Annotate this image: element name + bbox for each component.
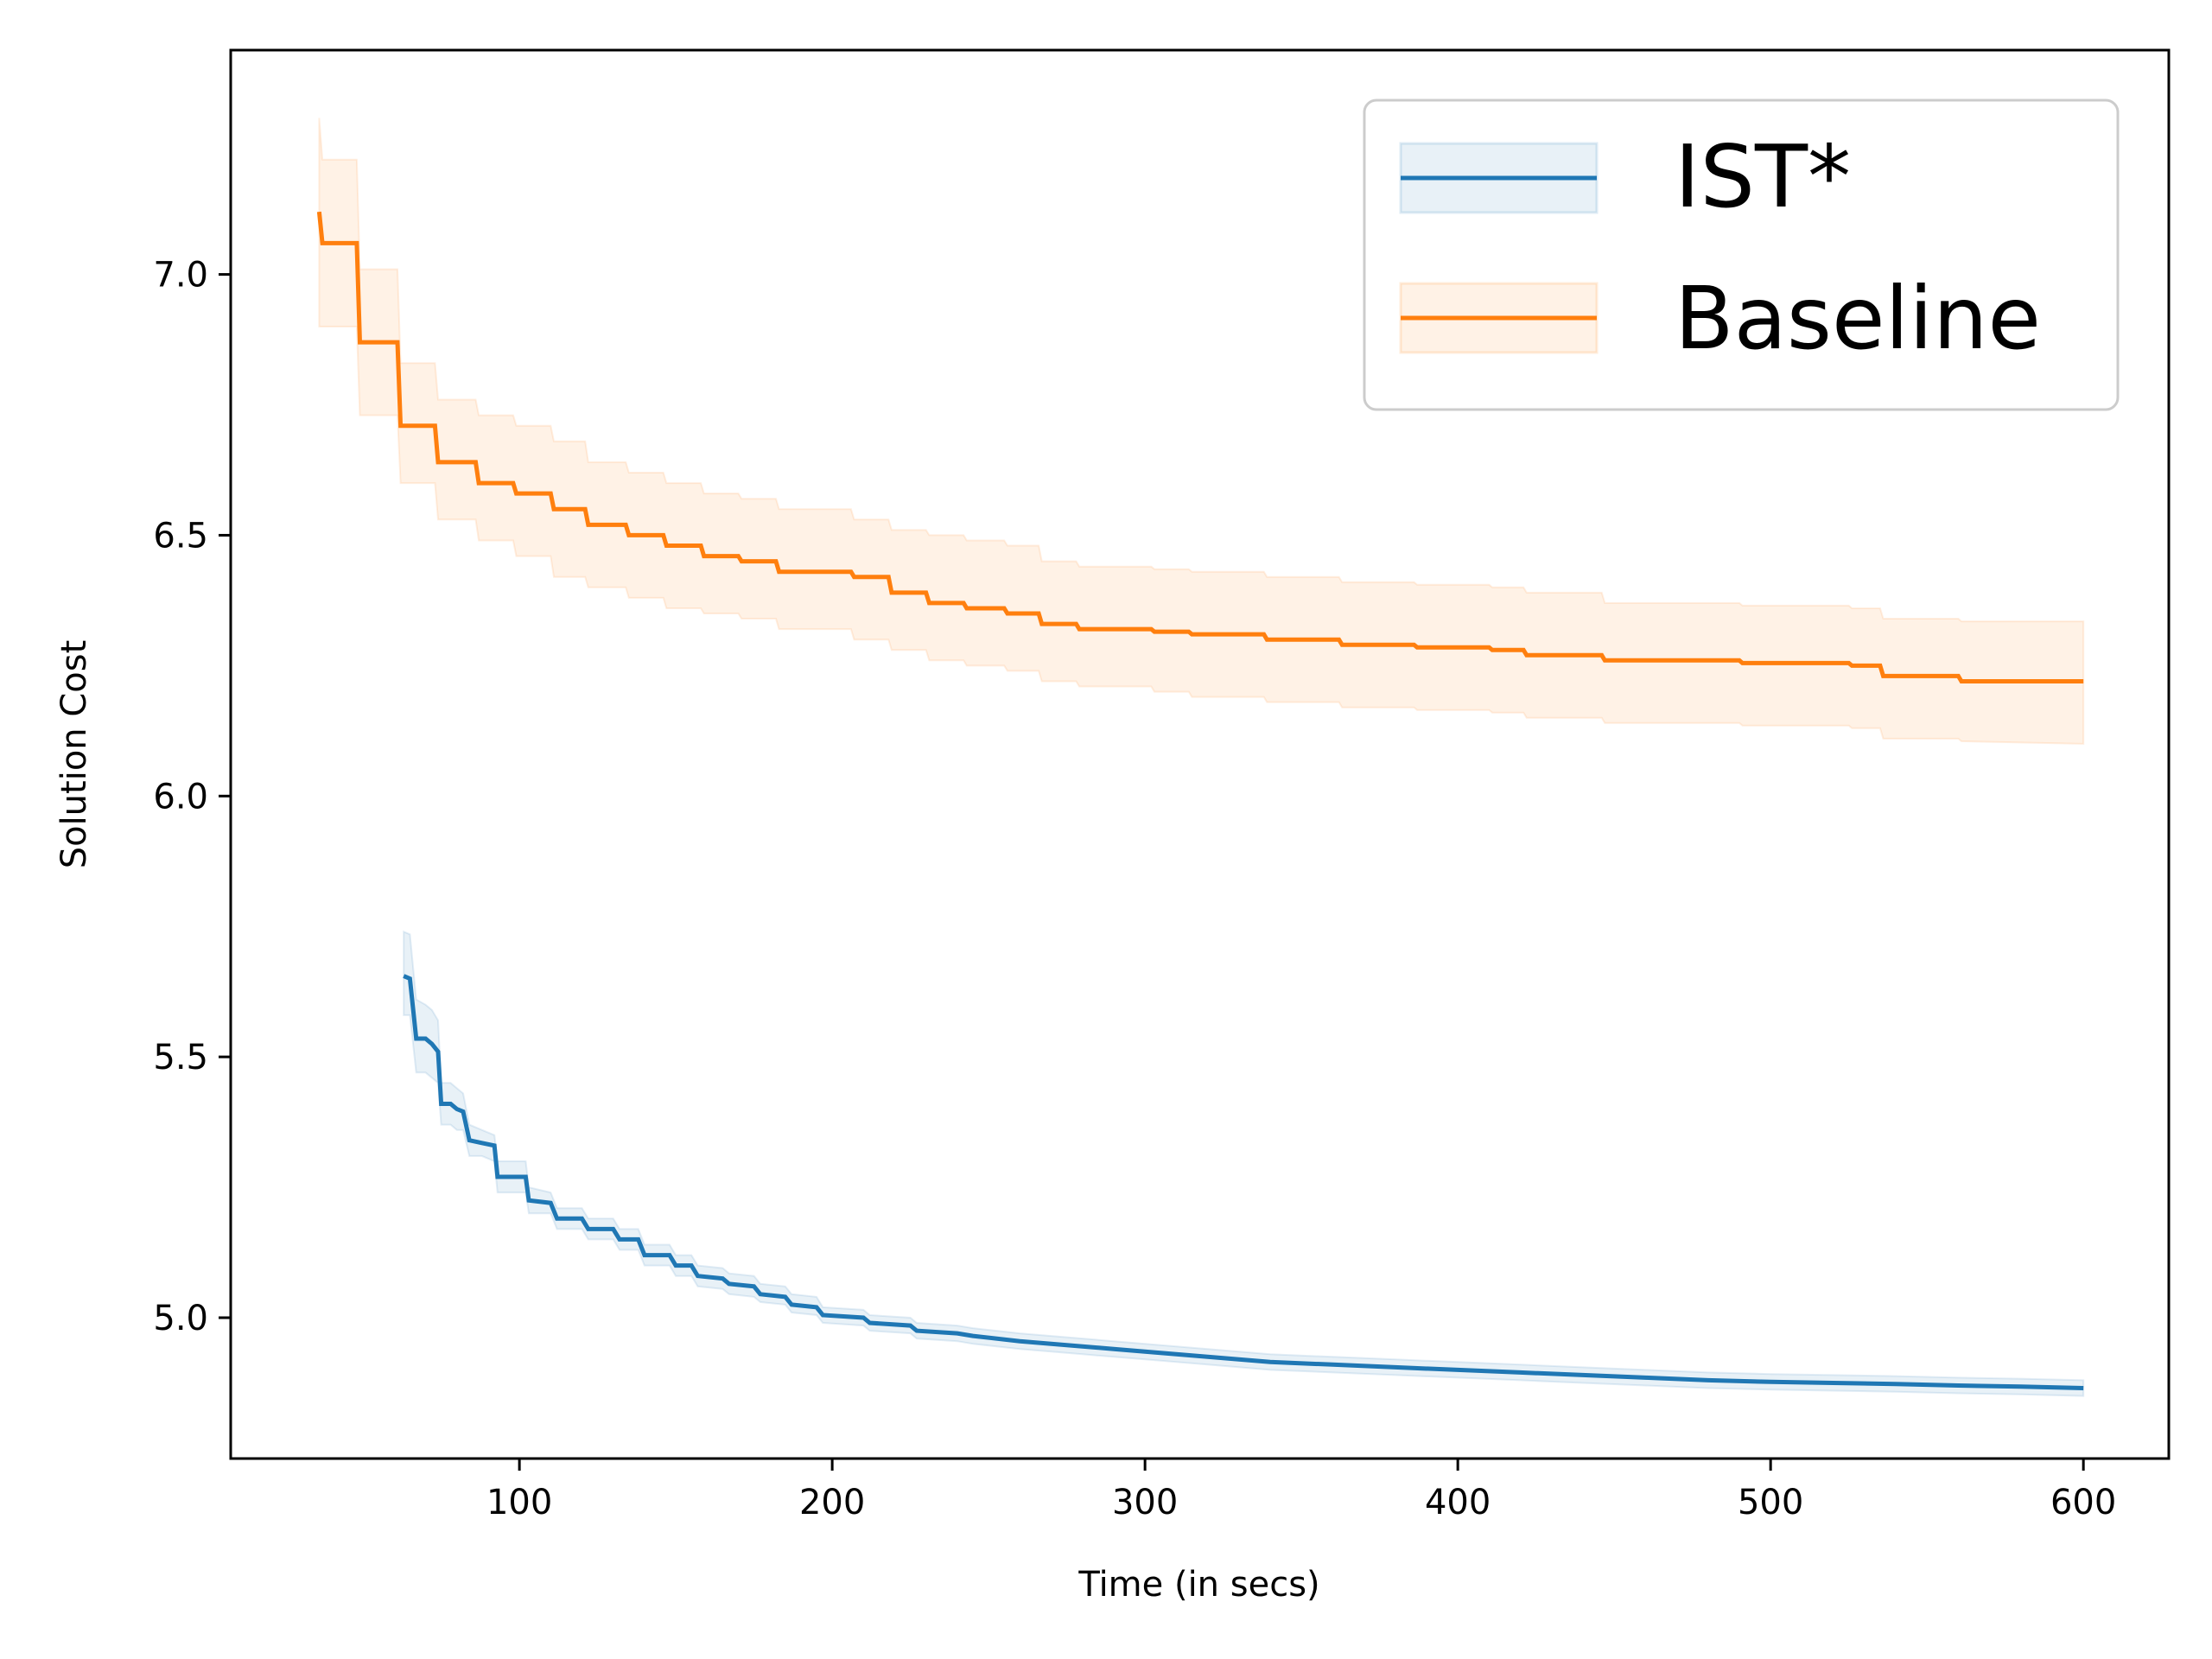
series-lines: [316, 211, 2084, 1390]
y-tick-label: 6.5: [153, 516, 208, 556]
confidence-bands: [318, 118, 2085, 1397]
x-tick-label: 300: [1112, 1483, 1178, 1522]
x-tick-label: 600: [2050, 1483, 2116, 1522]
x-axis-label: Time (in secs): [1077, 1565, 1319, 1605]
y-tick-label: 5.5: [153, 1038, 208, 1077]
x-axis-ticks: 100 200 300 400 500 600: [486, 1459, 2116, 1522]
series-line-ist: [403, 974, 2084, 1390]
y-tick-label: 6.0: [153, 777, 208, 817]
plot-frame: [229, 48, 2171, 1460]
x-tick-label: 200: [799, 1483, 865, 1522]
x-tick-label: 500: [1738, 1483, 1803, 1522]
y-tick-label: 7.0: [153, 256, 208, 296]
series-line-baseline: [316, 211, 2084, 683]
band-ist: [403, 930, 2085, 1397]
y-axis-label: Solution Cost: [54, 640, 94, 869]
y-axis-ticks: 5.0 5.5 6.0 6.5 7.0: [153, 256, 231, 1338]
legend: IST* Baseline: [1363, 99, 2120, 411]
x-tick-label: 400: [1425, 1483, 1491, 1522]
y-tick-label: 5.0: [153, 1299, 208, 1338]
x-tick-label: 100: [486, 1483, 552, 1522]
band-baseline: [318, 118, 2085, 745]
legend-label-ist: IST*: [1675, 126, 1851, 227]
legend-label-baseline: Baseline: [1675, 268, 2041, 369]
